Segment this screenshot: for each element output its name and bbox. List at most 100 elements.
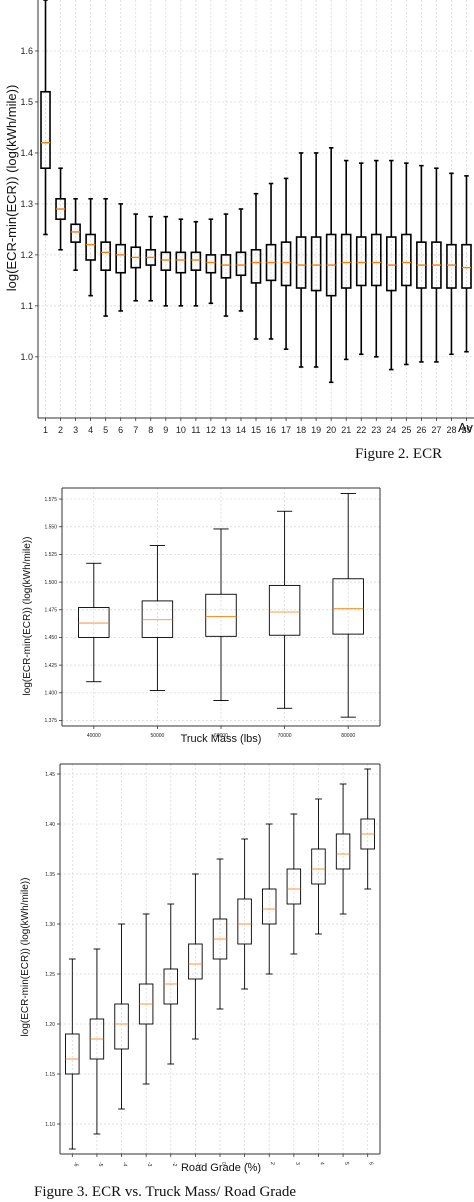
figure-2-caption: Figure 2. ECR xyxy=(355,446,443,462)
chart3-box--4 xyxy=(114,923,129,1110)
chart1-box-23 xyxy=(370,159,382,358)
chart1-xtick-label: 17 xyxy=(281,425,291,435)
chart1-box-20 xyxy=(325,147,337,384)
chart1-box-iqr xyxy=(250,248,262,284)
chart1-box-9 xyxy=(160,215,172,307)
chart3-xtick-label: 6 xyxy=(368,1162,374,1165)
chart1-box-19 xyxy=(310,152,322,368)
chart2-ytick-label: 1.425 xyxy=(44,663,57,669)
chart1-box-25 xyxy=(401,162,412,366)
chart2-ytick-label: 1.525 xyxy=(44,552,57,558)
chart1-xtick-label: 16 xyxy=(266,425,276,435)
chart1-box-7 xyxy=(130,213,142,302)
chart1-box-iqr xyxy=(446,243,457,289)
chart3-box--5 xyxy=(89,948,105,1135)
chart1-xtick-label: 20 xyxy=(326,425,336,435)
chart3-box--2 xyxy=(163,903,178,1065)
chart3-box--1 xyxy=(188,873,203,1040)
chart2-box-70000 xyxy=(268,510,301,709)
chart-ecr-by-average: log(ECR-min(ECR)) (log(kWh/mile)) Av 1.0… xyxy=(4,0,474,435)
chart1-box-iqr xyxy=(340,233,352,289)
chart1-box-15 xyxy=(250,192,262,340)
chart1-xtick-label: 29 xyxy=(461,425,471,435)
chart1-xtick-label: 1 xyxy=(43,425,48,435)
chart1-xtick-label: 10 xyxy=(176,425,186,435)
chart1-box-iqr xyxy=(295,236,307,289)
chart1-box-28 xyxy=(446,172,457,356)
chart1-xtick-label: 7 xyxy=(133,425,138,435)
chart1-ytick-label: 1.2 xyxy=(20,250,33,260)
chart1-xtick-label: 21 xyxy=(341,425,351,435)
chart1-box-21 xyxy=(340,159,352,361)
chart1-box-27 xyxy=(431,167,442,363)
chart1-box-5 xyxy=(100,198,111,317)
chart3-ytick-label: 1.10 xyxy=(45,1122,55,1128)
chart1-box-iqr xyxy=(461,243,472,289)
chart2-xtick-label: 50000 xyxy=(150,733,164,739)
chart1-box-iqr xyxy=(385,236,397,292)
chart3-xtick-label: 1 xyxy=(245,1162,251,1165)
chart3-box-iqr xyxy=(114,1003,129,1050)
chart2-xtick-label: 60000 xyxy=(214,733,228,739)
chart1-xtick-label: 8 xyxy=(148,425,153,435)
chart3-xtick-label: -3 xyxy=(146,1162,152,1167)
chart2-xlabel: Truck Mass (lbs) xyxy=(181,733,262,745)
chart1-box-iqr xyxy=(190,251,202,271)
chart1-box-iqr xyxy=(100,241,111,271)
chart3-box-iqr xyxy=(65,1033,80,1075)
chart1-xtick-label: 23 xyxy=(371,425,381,435)
chart3-box-iqr xyxy=(163,968,178,1005)
chart2-box-40000 xyxy=(78,562,110,683)
chart1-box-10 xyxy=(175,218,187,307)
chart1-ylabel: log(ECR-min(ECR)) (log(kWh/mile)) xyxy=(4,85,19,292)
chart-ecr-vs-truck-mass: log(ECR-min(ECR)) (log(kWh/mile)) Truck … xyxy=(22,487,381,745)
chart3-ytick-label: 1.25 xyxy=(45,972,55,978)
chart3-box-0 xyxy=(212,858,228,1010)
chart3-box-4 xyxy=(311,798,326,935)
chart2-xtick-label: 80000 xyxy=(341,733,355,739)
chart1-box-iqr xyxy=(70,223,81,243)
chart2-box-50000 xyxy=(141,545,174,692)
chart1-ytick-label: 1.5 xyxy=(20,97,33,107)
chart3-xtick-label: -2 xyxy=(171,1162,177,1167)
chart2-box-80000 xyxy=(332,493,364,718)
chart3-box--3 xyxy=(138,913,154,1085)
chart1-ytick-label: 1.0 xyxy=(20,352,33,362)
chart1-box-iqr xyxy=(280,241,292,287)
chart1-ytick-label: 1.6 xyxy=(20,46,33,56)
chart1-box-11 xyxy=(190,220,202,307)
chart1-xtick-label: 2 xyxy=(58,425,63,435)
chart1-box-iqr xyxy=(160,251,172,271)
chart1-box-iqr xyxy=(355,236,367,287)
chart1-box-1 xyxy=(40,0,51,236)
chart3-box-3 xyxy=(286,813,302,955)
chart2-ytick-label: 1.400 xyxy=(44,691,57,697)
chart3-ytick-label: 1.15 xyxy=(45,1072,55,1078)
chart3-ytick-label: 1.20 xyxy=(45,1022,55,1028)
chart2-xtick-label: 70000 xyxy=(278,733,292,739)
chart1-box-8 xyxy=(145,215,157,302)
chart2-box-iqr xyxy=(141,600,174,638)
chart1-xtick-label: 14 xyxy=(236,425,246,435)
chart3-xtick-label: -5 xyxy=(97,1162,103,1167)
chart1-ytick-label: 1.4 xyxy=(20,148,33,158)
chart1-box-3 xyxy=(70,198,81,271)
chart1-box-iqr xyxy=(85,233,96,261)
chart3-ytick-label: 1.45 xyxy=(45,772,55,778)
chart2-ytick-label: 1.550 xyxy=(44,524,57,530)
chart2-box-iqr xyxy=(205,593,237,637)
chart2-ytick-label: 1.500 xyxy=(44,580,57,586)
chart2-ytick-label: 1.575 xyxy=(44,497,57,503)
chart1-xtick-label: 27 xyxy=(431,425,441,435)
chart1-xtick-label: 11 xyxy=(191,425,200,435)
chart2-xtick-label: 40000 xyxy=(87,733,101,739)
chart3-box-iqr xyxy=(237,898,252,945)
chart3-box-iqr xyxy=(286,868,302,905)
chart1-xtick-label: 13 xyxy=(221,425,231,435)
chart1-xtick-label: 4 xyxy=(88,425,93,435)
chart2-box-iqr xyxy=(332,578,364,635)
chart3-ylabel: log(ECR-min(ECR)) (log(kWh/mile)) xyxy=(20,878,31,1037)
chart2-box-iqr xyxy=(78,607,110,638)
chart1-xtick-label: 3 xyxy=(73,425,78,435)
chart1-box-4 xyxy=(85,198,96,297)
